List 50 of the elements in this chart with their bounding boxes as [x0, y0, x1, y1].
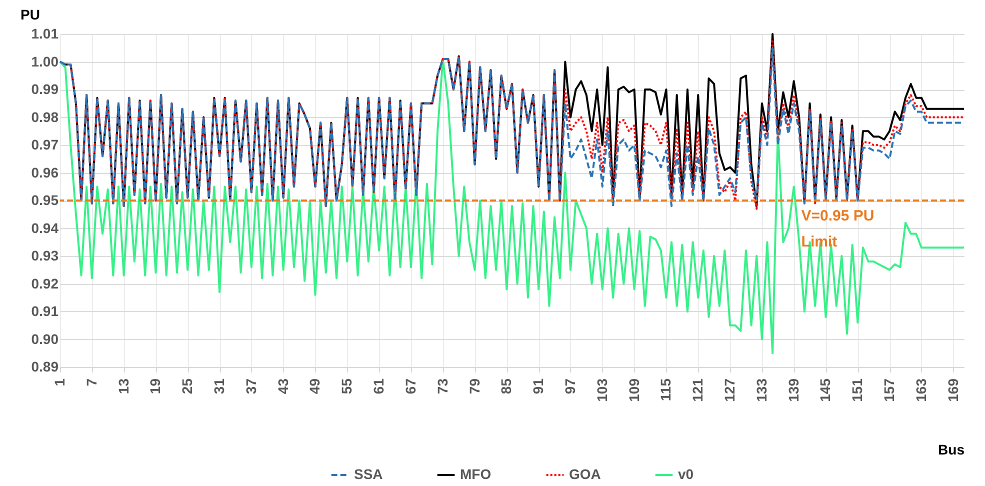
x-tick-label: 133 [753, 378, 770, 402]
y-axis-title: PU [20, 6, 40, 22]
y-tick-label: 0.89 [31, 358, 59, 374]
x-tick-label: 1 [52, 378, 68, 386]
y-tick-label: 0.93 [31, 248, 59, 264]
x-tick-label: 31 [211, 378, 228, 394]
legend-label: GOA [569, 466, 601, 482]
ref-line-label: V=0.95 PU Limit [801, 208, 874, 250]
y-tick-label: 0.99 [31, 81, 59, 97]
x-tick-label: 103 [594, 378, 610, 402]
x-tick-label: 163 [912, 378, 929, 402]
y-tick-label: 0.91 [31, 303, 59, 319]
x-tick-label: 91 [530, 378, 546, 394]
y-tick-label: 1.00 [31, 53, 59, 70]
x-tick-label: 73 [434, 378, 450, 394]
legend-label: v0 [678, 466, 694, 482]
x-tick-label: 115 [658, 378, 674, 402]
legend-label: SSA [354, 466, 383, 482]
y-tick-label: 0.95 [31, 192, 59, 208]
y-tick-label: 0.98 [31, 108, 59, 125]
y-tick-label: 0.92 [31, 275, 59, 292]
x-tick-label: 25 [179, 378, 196, 394]
x-tick-label: 43 [274, 378, 291, 394]
x-tick-label: 139 [785, 378, 802, 402]
x-tick-label: 145 [817, 378, 834, 402]
x-axis-title: Bus [938, 442, 965, 458]
line-series [59, 58, 965, 354]
x-tick-label: 61 [370, 378, 387, 394]
x-tick-label: 67 [402, 378, 418, 394]
x-tick-label: 169 [944, 378, 961, 402]
y-tick-label: 1.01 [31, 26, 59, 42]
x-tick-label: 37 [242, 378, 259, 394]
x-tick-label: 97 [562, 378, 578, 394]
x-tick-label: 19 [147, 378, 164, 394]
x-tick-label: 109 [626, 378, 642, 402]
x-tick-label: 151 [849, 378, 866, 402]
x-tick-label: 85 [498, 378, 514, 394]
x-tick-label: 13 [115, 378, 132, 394]
legend-label: MFO [460, 466, 492, 482]
y-tick-label: 0.90 [31, 330, 59, 347]
x-tick-label: 157 [881, 378, 898, 402]
y-tick-label: 0.96 [31, 164, 59, 180]
x-tick-label: 49 [306, 378, 323, 394]
y-tick-label: 0.94 [31, 220, 59, 236]
x-tick-label: 7 [83, 378, 100, 386]
y-tick-label: 0.97 [31, 136, 59, 152]
x-tick-label: 79 [466, 378, 482, 394]
x-tick-label: 55 [338, 378, 355, 394]
x-tick-label: 121 [690, 378, 706, 402]
x-tick-label: 127 [722, 378, 738, 402]
